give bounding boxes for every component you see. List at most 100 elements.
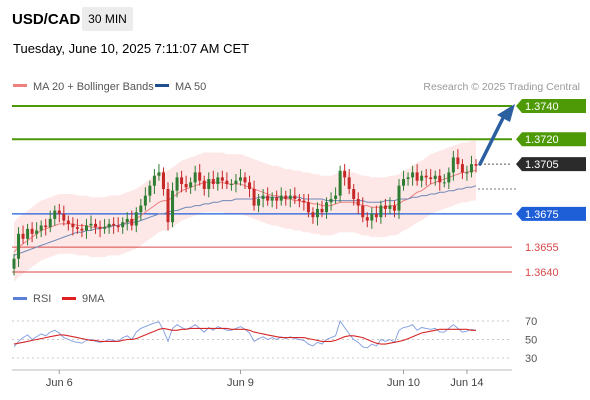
candle-body [469, 164, 473, 173]
candle [429, 169, 433, 185]
candle [66, 215, 70, 231]
candle [125, 212, 129, 231]
candle-body [361, 205, 365, 218]
candle [388, 197, 392, 214]
candle [248, 175, 252, 198]
candle-body [433, 175, 437, 180]
candle [80, 223, 84, 238]
candle [279, 187, 283, 206]
x-tick-label: Jun 10 [387, 377, 420, 389]
candle [402, 170, 406, 191]
candle [198, 164, 202, 186]
candle [392, 200, 396, 218]
candle [397, 179, 401, 219]
candle-body [352, 189, 356, 199]
candle-body [125, 218, 129, 223]
candle-body [62, 213, 66, 221]
timeframe-badge-bg[interactable] [82, 7, 133, 31]
pair-title: USD/CAD [12, 11, 81, 28]
legend-label-ma50: MA 50 [175, 81, 206, 93]
candle [329, 192, 333, 211]
candle-body [143, 195, 147, 206]
candle-body [229, 184, 233, 186]
candle [193, 165, 197, 191]
candle [261, 189, 265, 208]
candle-body [365, 217, 369, 221]
candle-body [288, 195, 292, 199]
candle-body [379, 205, 383, 218]
candle-body [338, 170, 342, 196]
candle-body [39, 225, 43, 231]
candle [311, 207, 315, 224]
candle [442, 174, 446, 188]
candle-body [374, 213, 378, 218]
candle [35, 222, 39, 239]
candle [370, 207, 374, 229]
candle [293, 187, 297, 204]
candle [166, 182, 170, 231]
candle-body [424, 175, 428, 178]
candle-body [17, 233, 21, 259]
candle [424, 169, 428, 186]
candle-body [193, 172, 197, 183]
candle [447, 167, 451, 189]
rsi-9ma-line [13, 327, 476, 345]
candle [270, 192, 274, 208]
candle-body [311, 212, 315, 218]
candle [225, 172, 229, 189]
legend-swatch-rsi [13, 297, 27, 300]
candle-body [334, 195, 338, 199]
candle-body [166, 189, 170, 223]
candle [383, 198, 387, 218]
candle [139, 198, 143, 221]
candle-body [343, 170, 347, 178]
level-label: 1.3640 [525, 267, 559, 279]
candle-body [320, 208, 324, 213]
forecast-arrow-head [497, 104, 515, 122]
candle [315, 202, 319, 226]
candle-body [98, 227, 102, 229]
candle-body [275, 197, 279, 201]
legend-label-ma20: MA 20 + Bollinger Bands [33, 81, 154, 93]
candle [438, 169, 442, 191]
candle [39, 220, 43, 238]
candle-body [48, 218, 52, 228]
timeframe-badge[interactable]: 30 MIN [88, 12, 127, 26]
candle [48, 210, 52, 233]
level-badge-bg [516, 99, 586, 113]
candle-body [189, 182, 193, 188]
candle-body [279, 195, 283, 201]
candle [284, 190, 288, 206]
candle [202, 175, 206, 196]
candle-body [302, 200, 306, 203]
candle [121, 217, 125, 234]
candle-body [26, 228, 30, 239]
candle-body [257, 198, 261, 206]
candle [411, 165, 415, 186]
candle-body [325, 202, 329, 213]
legend-label-rsi: RSI [33, 293, 51, 305]
credit-text: Research © 2025 Trading Central [423, 81, 580, 93]
candle-body [442, 182, 446, 184]
candle [361, 197, 365, 223]
candle [189, 177, 193, 194]
candle [207, 172, 211, 198]
candle-body [202, 180, 206, 189]
candle-body [429, 177, 433, 180]
candle [134, 207, 138, 233]
candle [325, 197, 329, 219]
candle-body [84, 225, 88, 231]
candle [184, 175, 188, 193]
candle [420, 170, 424, 188]
candle-body [180, 177, 184, 185]
candle-body [66, 220, 70, 224]
level-badge-label: 1.3705 [525, 159, 559, 171]
candle-body [116, 225, 120, 228]
x-tick-label: Jun 14 [450, 377, 483, 389]
legend-swatch-ma20 [13, 84, 27, 87]
forecast-arrow-shaft [478, 116, 505, 166]
candle [130, 210, 134, 231]
candle-body [89, 223, 93, 226]
candle [356, 192, 360, 214]
